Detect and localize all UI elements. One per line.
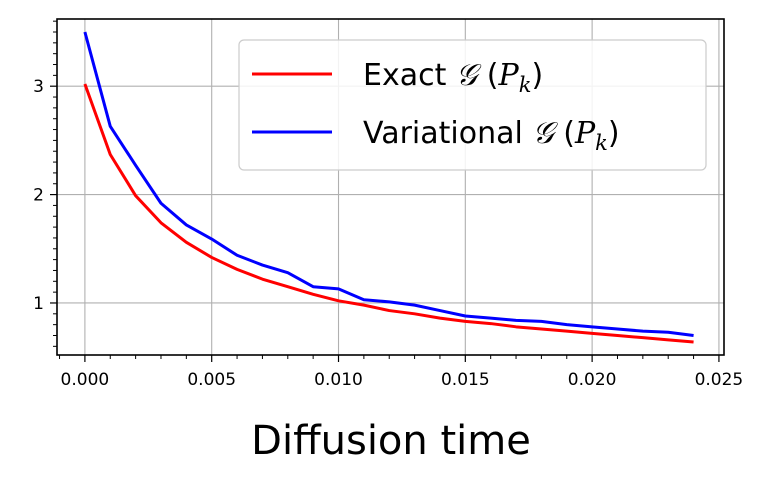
x-axis-label: Diffusion time <box>251 418 531 464</box>
series-line-variational <box>83 31 694 337</box>
legend-label-part: k <box>595 131 608 155</box>
x-tick-label: 0.010 <box>314 370 363 390</box>
legend-label-part: ( <box>554 116 575 151</box>
legend-label: Exact 𝒢 (Pk) <box>363 58 543 97</box>
y-tick-label: 1 <box>33 294 44 314</box>
series-lines <box>83 31 694 344</box>
legend-label: Variational 𝒢 (Pk) <box>363 116 620 155</box>
legend-label-part: Exact <box>363 58 456 93</box>
x-tick-label: 0.000 <box>61 370 110 390</box>
x-tick-label: 0.015 <box>441 370 490 390</box>
x-tick-label: 0.025 <box>695 370 744 390</box>
series-line-exact <box>83 83 694 344</box>
legend-label-part: Variational <box>363 116 532 151</box>
legend-label-part: ) <box>531 58 543 93</box>
plot-frame <box>56 18 725 356</box>
axis-ticks: 0.000 0.005 0.010 0.015 0.020 0.025 1 2 3 <box>33 20 744 390</box>
legend-label-part: ( <box>477 58 498 93</box>
x-tick-label: 0.005 <box>187 370 236 390</box>
y-tick-label: 3 <box>33 77 44 97</box>
legend-label-part: k <box>519 73 532 97</box>
legend-label-part: P <box>498 58 520 93</box>
legend: Exact 𝒢 (Pk) Variational 𝒢 (Pk) <box>238 39 707 171</box>
legend-box <box>238 39 707 171</box>
legend-label-part: ) <box>608 116 620 151</box>
legend-label-part: P <box>574 116 596 151</box>
x-tick-label: 0.020 <box>568 370 617 390</box>
y-tick-label: 2 <box>33 186 44 206</box>
